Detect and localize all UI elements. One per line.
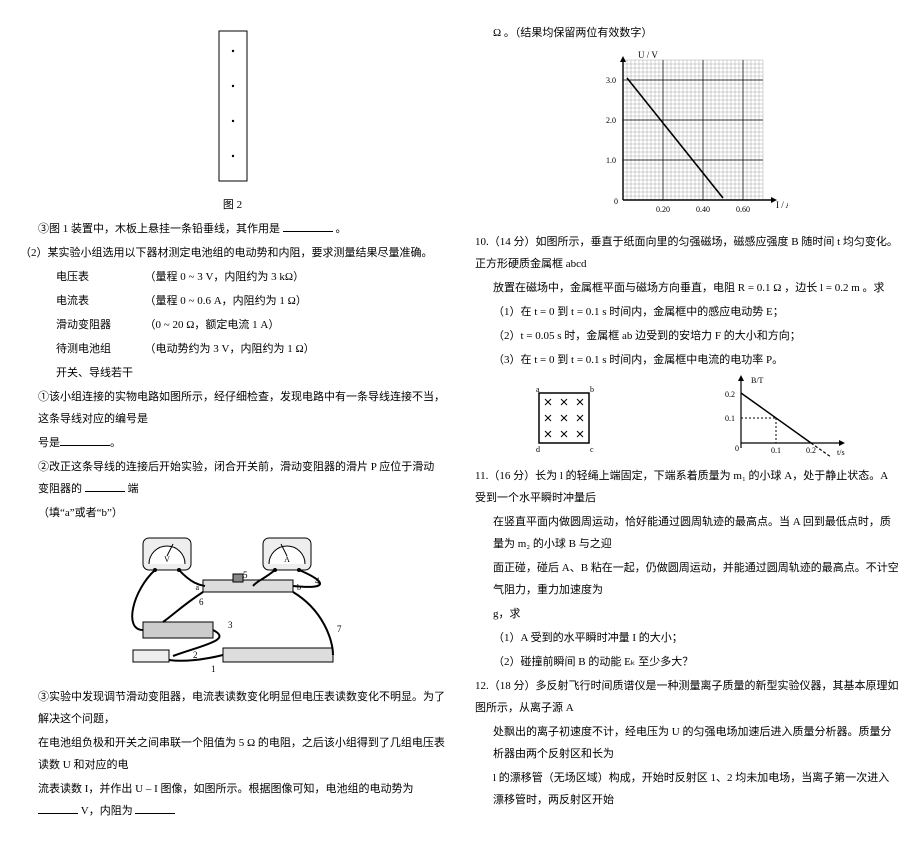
part2-intro: （2）某实验小组选用以下器材测定电池组的电动势和内阻，要求测量结果尽量准确。 bbox=[20, 242, 445, 264]
svg-text:0.1: 0.1 bbox=[771, 446, 781, 455]
svg-text:2.0: 2.0 bbox=[606, 116, 616, 125]
q11-c: 面正碰，碰后 A、B 粘在一起，仍做圆周运动，并能通过圆周轨迹的最高点。不计空气… bbox=[475, 557, 900, 601]
right-column: Ω 。（结果均保留两位有效数字） bbox=[475, 20, 900, 824]
q10-3: （3）在 t = 0 到 t = 0.1 s 时间内，金属框中电流的电功率 P。 bbox=[475, 349, 900, 371]
q3-text-c: 流表读数 I，并作出 U – I 图像，如图所示。根据图像可知，电池组的电动势为… bbox=[20, 778, 445, 822]
svg-text:a: a bbox=[536, 385, 540, 394]
svg-text:B/T: B/T bbox=[751, 376, 764, 385]
q1-blank-line: 号是。 bbox=[20, 432, 445, 454]
note-3: ③图 1 装置中，木板上悬挂一条铅垂线，其作用是 。 bbox=[20, 218, 445, 240]
q12-b: 处飘出的离子初速度不计，经电压为 U 的匀强电场加速后进入质量分析器。质量分析器… bbox=[475, 721, 900, 765]
svg-text:0.20: 0.20 bbox=[656, 205, 670, 214]
q3-text-b: 在电池组负极和开关之间串联一个阻值为 5 Ω 的电阻，之后该小组得到了几组电压表… bbox=[20, 732, 445, 776]
svg-text:d: d bbox=[536, 445, 540, 454]
q10-1: （1）在 t = 0 到 t = 0.1 s 时间内，金属框中的感应电动势 E； bbox=[475, 301, 900, 323]
blank-emf bbox=[38, 802, 78, 814]
svg-text:0.2: 0.2 bbox=[806, 446, 816, 455]
q12-intro: 12.（18 分）多反射飞行时间质谱仪是一种测量离子质量的新型实验仪器，其基本原… bbox=[475, 675, 900, 719]
svg-text:4: 4 bbox=[315, 576, 320, 586]
svg-text:6: 6 bbox=[199, 597, 204, 607]
page-root: 图 2 ③图 1 装置中，木板上悬挂一条铅垂线，其作用是 。 （2）某实验小组选… bbox=[20, 20, 900, 824]
instrument-rheostat: 滑动变阻器 （0 ~ 20 Ω，额定电流 1 A） bbox=[20, 314, 445, 336]
svg-text:1.0: 1.0 bbox=[606, 156, 616, 165]
unit-line: Ω 。（结果均保留两位有效数字） bbox=[475, 22, 900, 44]
blank-q1 bbox=[60, 434, 110, 446]
svg-text:t/s: t/s bbox=[837, 448, 845, 457]
svg-text:0.2: 0.2 bbox=[725, 390, 735, 399]
ui-chart-ylabel: U / V bbox=[638, 50, 658, 60]
instrument-battery: 待测电池组 （电动势约为 3 V，内阻约为 1 Ω） bbox=[20, 338, 445, 360]
q3-text-a: ③实验中发现调节滑动变阻器，电流表读数变化明显但电压表读数变化不明显。为了解决这… bbox=[20, 686, 445, 730]
q1-text: ①该小组连接的实物电路如图所示，经仔细检查，发现电路中有一条导线连接不当，这条导… bbox=[20, 386, 445, 430]
ui-chart: U / V I / A 0 0.20 0.40 0.60 1.0 2.0 3.0 bbox=[475, 50, 900, 225]
q12-c: l 的漂移管（无场区域）构成，开始时反射区 1、2 均未加电场，当离子第一次进入… bbox=[475, 767, 900, 811]
svg-text:0: 0 bbox=[735, 444, 739, 453]
svg-text:3.0: 3.0 bbox=[606, 76, 616, 85]
instrument-other: 开关、导线若干 bbox=[20, 362, 445, 384]
q10-intro: 10.（14 分）如图所示，垂直于纸面向里的匀强磁场，磁感应强度 B 随时间 t… bbox=[475, 231, 900, 275]
instrument-voltmeter: 电压表 （量程 0 ~ 3 V，内阻约为 3 kΩ） bbox=[20, 266, 445, 288]
svg-text:0: 0 bbox=[614, 197, 618, 206]
blank-1 bbox=[283, 220, 333, 232]
svg-text:5: 5 bbox=[243, 570, 248, 580]
figure-2-label: 图 2 bbox=[20, 196, 445, 212]
svg-text:0.60: 0.60 bbox=[736, 205, 750, 214]
bt-chart: B/T t/s 0.2 0.1 0.1 0.2 0 bbox=[721, 373, 851, 463]
svg-text:0.40: 0.40 bbox=[696, 205, 710, 214]
svg-text:c: c bbox=[590, 445, 594, 454]
left-column: 图 2 ③图 1 装置中，木板上悬挂一条铅垂线，其作用是 。 （2）某实验小组选… bbox=[20, 20, 445, 824]
q11-2: （2）碰撞前瞬间 B 的动能 Eₖ 至少多大？ bbox=[475, 651, 900, 673]
q2-text: ②改正这条导线的连接后开始实验，闭合开关前，滑动变阻器的滑片 P 应位于滑动变阻… bbox=[20, 456, 445, 500]
ui-chart-xlabel: I / A bbox=[776, 200, 788, 210]
q2-hint: （填“a”或者“b”） bbox=[20, 502, 445, 524]
q10-figures: a b d c B/T t/s 0.2 0.1 0.1 0.2 bbox=[475, 373, 900, 463]
blank-q2 bbox=[85, 480, 125, 492]
svg-text:1: 1 bbox=[211, 664, 216, 674]
svg-text:0.1: 0.1 bbox=[725, 414, 735, 423]
square-frame-icon: a b d c bbox=[524, 378, 604, 458]
q10-2: （2）t = 0.05 s 时，金属框 ab 边受到的安培力 F 的大小和方向； bbox=[475, 325, 900, 347]
q11-b: 在竖直平面内做圆周运动，恰好能通过圆周轨迹的最高点。当 A 回到最低点时，质量为… bbox=[475, 511, 900, 555]
svg-text:V: V bbox=[164, 555, 170, 564]
q11-intro: 11.（16 分）长为 l 的轻绳上端固定，下端系着质量为 m₁ 的小球 A，处… bbox=[475, 465, 900, 509]
svg-text:b: b bbox=[590, 385, 594, 394]
q11-1: （1）A 受到的水平瞬时冲量 I 的大小； bbox=[475, 627, 900, 649]
svg-text:7: 7 bbox=[337, 624, 342, 634]
circuit-figure: V A a b bbox=[20, 530, 445, 680]
svg-text:A: A bbox=[284, 555, 290, 564]
figure-2: 图 2 bbox=[20, 26, 445, 212]
svg-text:3: 3 bbox=[228, 620, 233, 630]
blank-r bbox=[135, 802, 175, 814]
instrument-ammeter: 电流表 （量程 0 ~ 0.6 A，内阻约为 1 Ω） bbox=[20, 290, 445, 312]
q10-intro2: 放置在磁场中，金属框平面与磁场方向垂直，电阻 R = 0.1 Ω ，边长 l =… bbox=[475, 277, 900, 299]
svg-text:2: 2 bbox=[193, 650, 198, 660]
q11-d: g，求 bbox=[475, 603, 900, 625]
